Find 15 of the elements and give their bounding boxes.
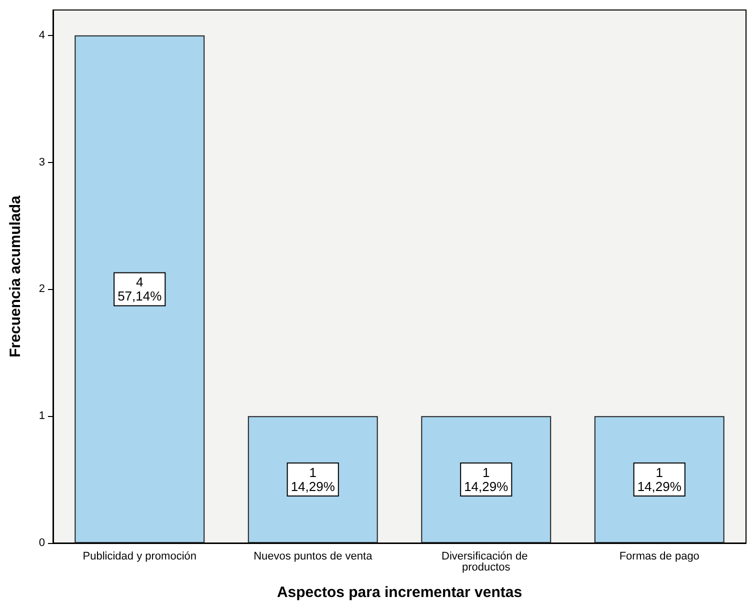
x-tick-label: Diversificación de productos bbox=[441, 550, 531, 574]
x-tick-label: Nuevos puntos de venta bbox=[254, 550, 374, 562]
x-tick-label: Publicidad y promoción bbox=[82, 550, 196, 562]
data-label: 4 57,14% bbox=[118, 274, 162, 304]
data-label: 1 14,29% bbox=[464, 465, 509, 494]
data-label: 1 14,29% bbox=[637, 465, 682, 494]
y-tick-label: 2 bbox=[38, 283, 45, 296]
y-tick-label: 0 bbox=[38, 537, 45, 549]
y-axis-title: Frecuencia acumulada bbox=[7, 194, 24, 358]
y-tick-label: 3 bbox=[38, 156, 45, 168]
data-label: 1 14,29% bbox=[290, 465, 336, 494]
x-tick-label: Formas de pago bbox=[619, 550, 700, 562]
x-axis-title: Aspectos para incrementar ventas bbox=[276, 584, 522, 601]
y-tick-label: 1 bbox=[38, 410, 45, 422]
y-tick-label: 4 bbox=[38, 29, 45, 42]
